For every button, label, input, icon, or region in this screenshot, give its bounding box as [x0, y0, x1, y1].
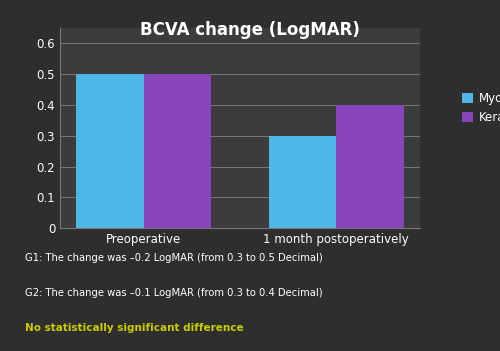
- Legend: MyoRing, Kerarings: MyoRing, Kerarings: [457, 87, 500, 129]
- Text: G2: The change was –0.1 LogMAR (from 0.3 to 0.4 Decimal): G2: The change was –0.1 LogMAR (from 0.3…: [25, 288, 322, 298]
- Bar: [76, 74, 144, 228]
- Text: BCVA change (LogMAR): BCVA change (LogMAR): [140, 21, 360, 39]
- Text: G1: The change was –0.2 LogMAR (from 0.3 to 0.5 Decimal): G1: The change was –0.2 LogMAR (from 0.3…: [25, 253, 323, 263]
- Bar: [269, 136, 336, 228]
- Bar: [336, 105, 404, 228]
- Bar: [144, 74, 211, 228]
- Text: No statistically significant difference: No statistically significant difference: [25, 323, 244, 333]
